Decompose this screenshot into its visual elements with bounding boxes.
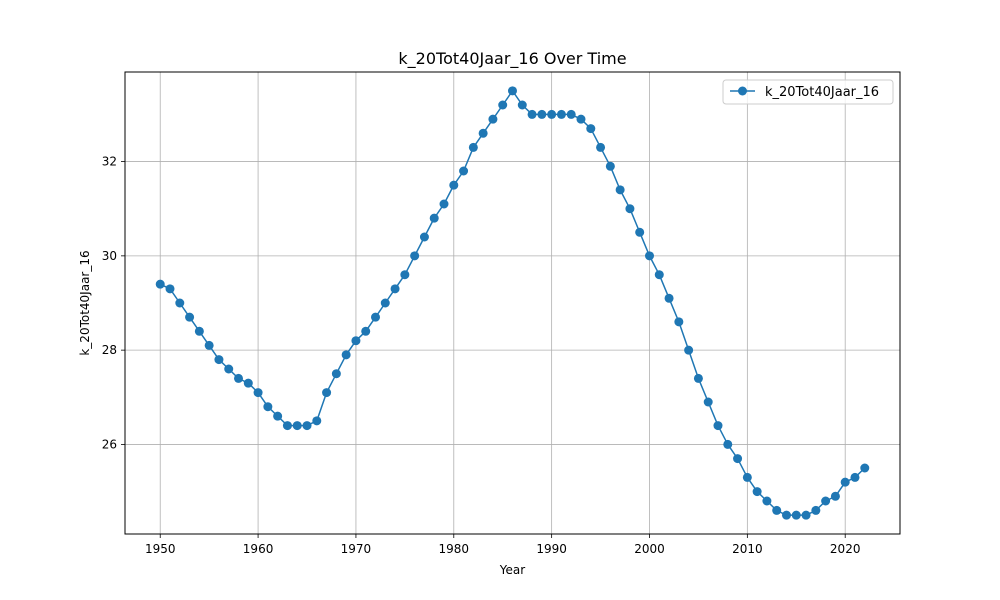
data-point xyxy=(243,378,253,388)
x-tick-label: 1990 xyxy=(536,542,567,556)
grid-lines xyxy=(125,72,900,534)
data-point xyxy=(733,454,743,464)
data-point xyxy=(292,421,302,431)
data-point xyxy=(664,293,674,303)
data-point xyxy=(204,340,214,350)
data-point xyxy=(644,251,654,261)
data-point xyxy=(772,505,782,515)
x-axis-label: Year xyxy=(499,563,525,577)
data-point xyxy=(429,213,439,223)
data-point xyxy=(449,180,459,190)
data-point xyxy=(234,373,244,383)
data-point xyxy=(155,279,165,289)
data-point xyxy=(410,251,420,261)
data-point xyxy=(390,284,400,294)
data-point xyxy=(185,312,195,322)
data-point xyxy=(811,505,821,515)
data-point xyxy=(596,142,606,152)
data-point xyxy=(527,109,537,119)
data-point xyxy=(674,317,684,327)
data-point xyxy=(400,270,410,280)
data-point xyxy=(615,185,625,195)
data-point xyxy=(684,345,694,355)
x-tick-label: 2020 xyxy=(830,542,861,556)
data-point xyxy=(341,350,351,360)
data-point xyxy=(801,510,811,520)
data-point xyxy=(703,397,713,407)
y-tick-label: 28 xyxy=(102,343,117,357)
data-point xyxy=(821,496,831,506)
data-point xyxy=(498,100,508,110)
data-point xyxy=(351,336,361,346)
legend-marker-swatch xyxy=(738,86,747,96)
data-point xyxy=(175,298,185,308)
plot-area-frame xyxy=(124,71,901,535)
x-tick-label: 1950 xyxy=(145,542,176,556)
data-point xyxy=(547,109,557,119)
data-point xyxy=(556,109,566,119)
data-point xyxy=(742,472,752,482)
chart-title: k_20Tot40Jaar_16 Over Time xyxy=(398,49,626,69)
x-tick-label: 2000 xyxy=(634,542,665,556)
data-point xyxy=(693,373,703,383)
legend-label: k_20Tot40Jaar_16 xyxy=(765,85,879,100)
data-point xyxy=(762,496,772,506)
data-point xyxy=(654,270,664,280)
data-point xyxy=(850,472,860,482)
data-point xyxy=(830,491,840,501)
data-point xyxy=(214,355,224,365)
data-point xyxy=(263,402,273,412)
data-point xyxy=(253,388,263,398)
data-point xyxy=(273,411,283,421)
data-point xyxy=(605,161,615,171)
legend-box xyxy=(722,79,894,105)
data-point xyxy=(302,421,312,431)
x-tick-label: 1960 xyxy=(243,542,274,556)
data-point xyxy=(478,128,488,138)
data-point xyxy=(713,421,723,431)
x-tick-label: 1980 xyxy=(439,542,470,556)
data-point xyxy=(322,388,332,398)
data-point xyxy=(380,298,390,308)
series-layer xyxy=(155,86,870,520)
data-point xyxy=(576,114,586,124)
x-tick-label: 1970 xyxy=(341,542,372,556)
data-point xyxy=(537,109,547,119)
y-axis-label: k_20Tot40Jaar_16 xyxy=(78,250,92,355)
data-point xyxy=(439,199,449,209)
data-point xyxy=(419,232,429,242)
data-point xyxy=(625,204,635,214)
data-point xyxy=(781,510,791,520)
data-point xyxy=(860,463,870,473)
y-tick-label: 30 xyxy=(102,249,117,263)
data-point xyxy=(517,100,527,110)
x-tick-label: 2010 xyxy=(732,542,763,556)
data-point xyxy=(586,124,596,134)
data-point xyxy=(840,477,850,487)
data-point xyxy=(371,312,381,322)
data-point xyxy=(282,421,292,431)
data-point xyxy=(468,142,478,152)
data-point xyxy=(508,86,517,96)
data-point xyxy=(312,416,322,426)
data-point xyxy=(635,227,645,237)
data-point xyxy=(194,326,204,336)
data-point xyxy=(791,510,801,520)
data-point xyxy=(361,326,371,336)
data-point xyxy=(331,369,341,379)
y-tick-label: 32 xyxy=(102,155,117,169)
legend: k_20Tot40Jaar_16 xyxy=(722,79,894,105)
data-point xyxy=(459,166,469,176)
data-point xyxy=(566,109,576,119)
data-point xyxy=(752,487,762,497)
data-point xyxy=(165,284,175,294)
axis-ticks: 1950 1960 1970 1980 1990 2000 2010 2020 26 28 30 32 xyxy=(102,155,861,556)
data-point xyxy=(723,439,733,449)
y-tick-label: 26 xyxy=(102,437,117,451)
data-point xyxy=(488,114,498,124)
data-point xyxy=(224,364,234,374)
